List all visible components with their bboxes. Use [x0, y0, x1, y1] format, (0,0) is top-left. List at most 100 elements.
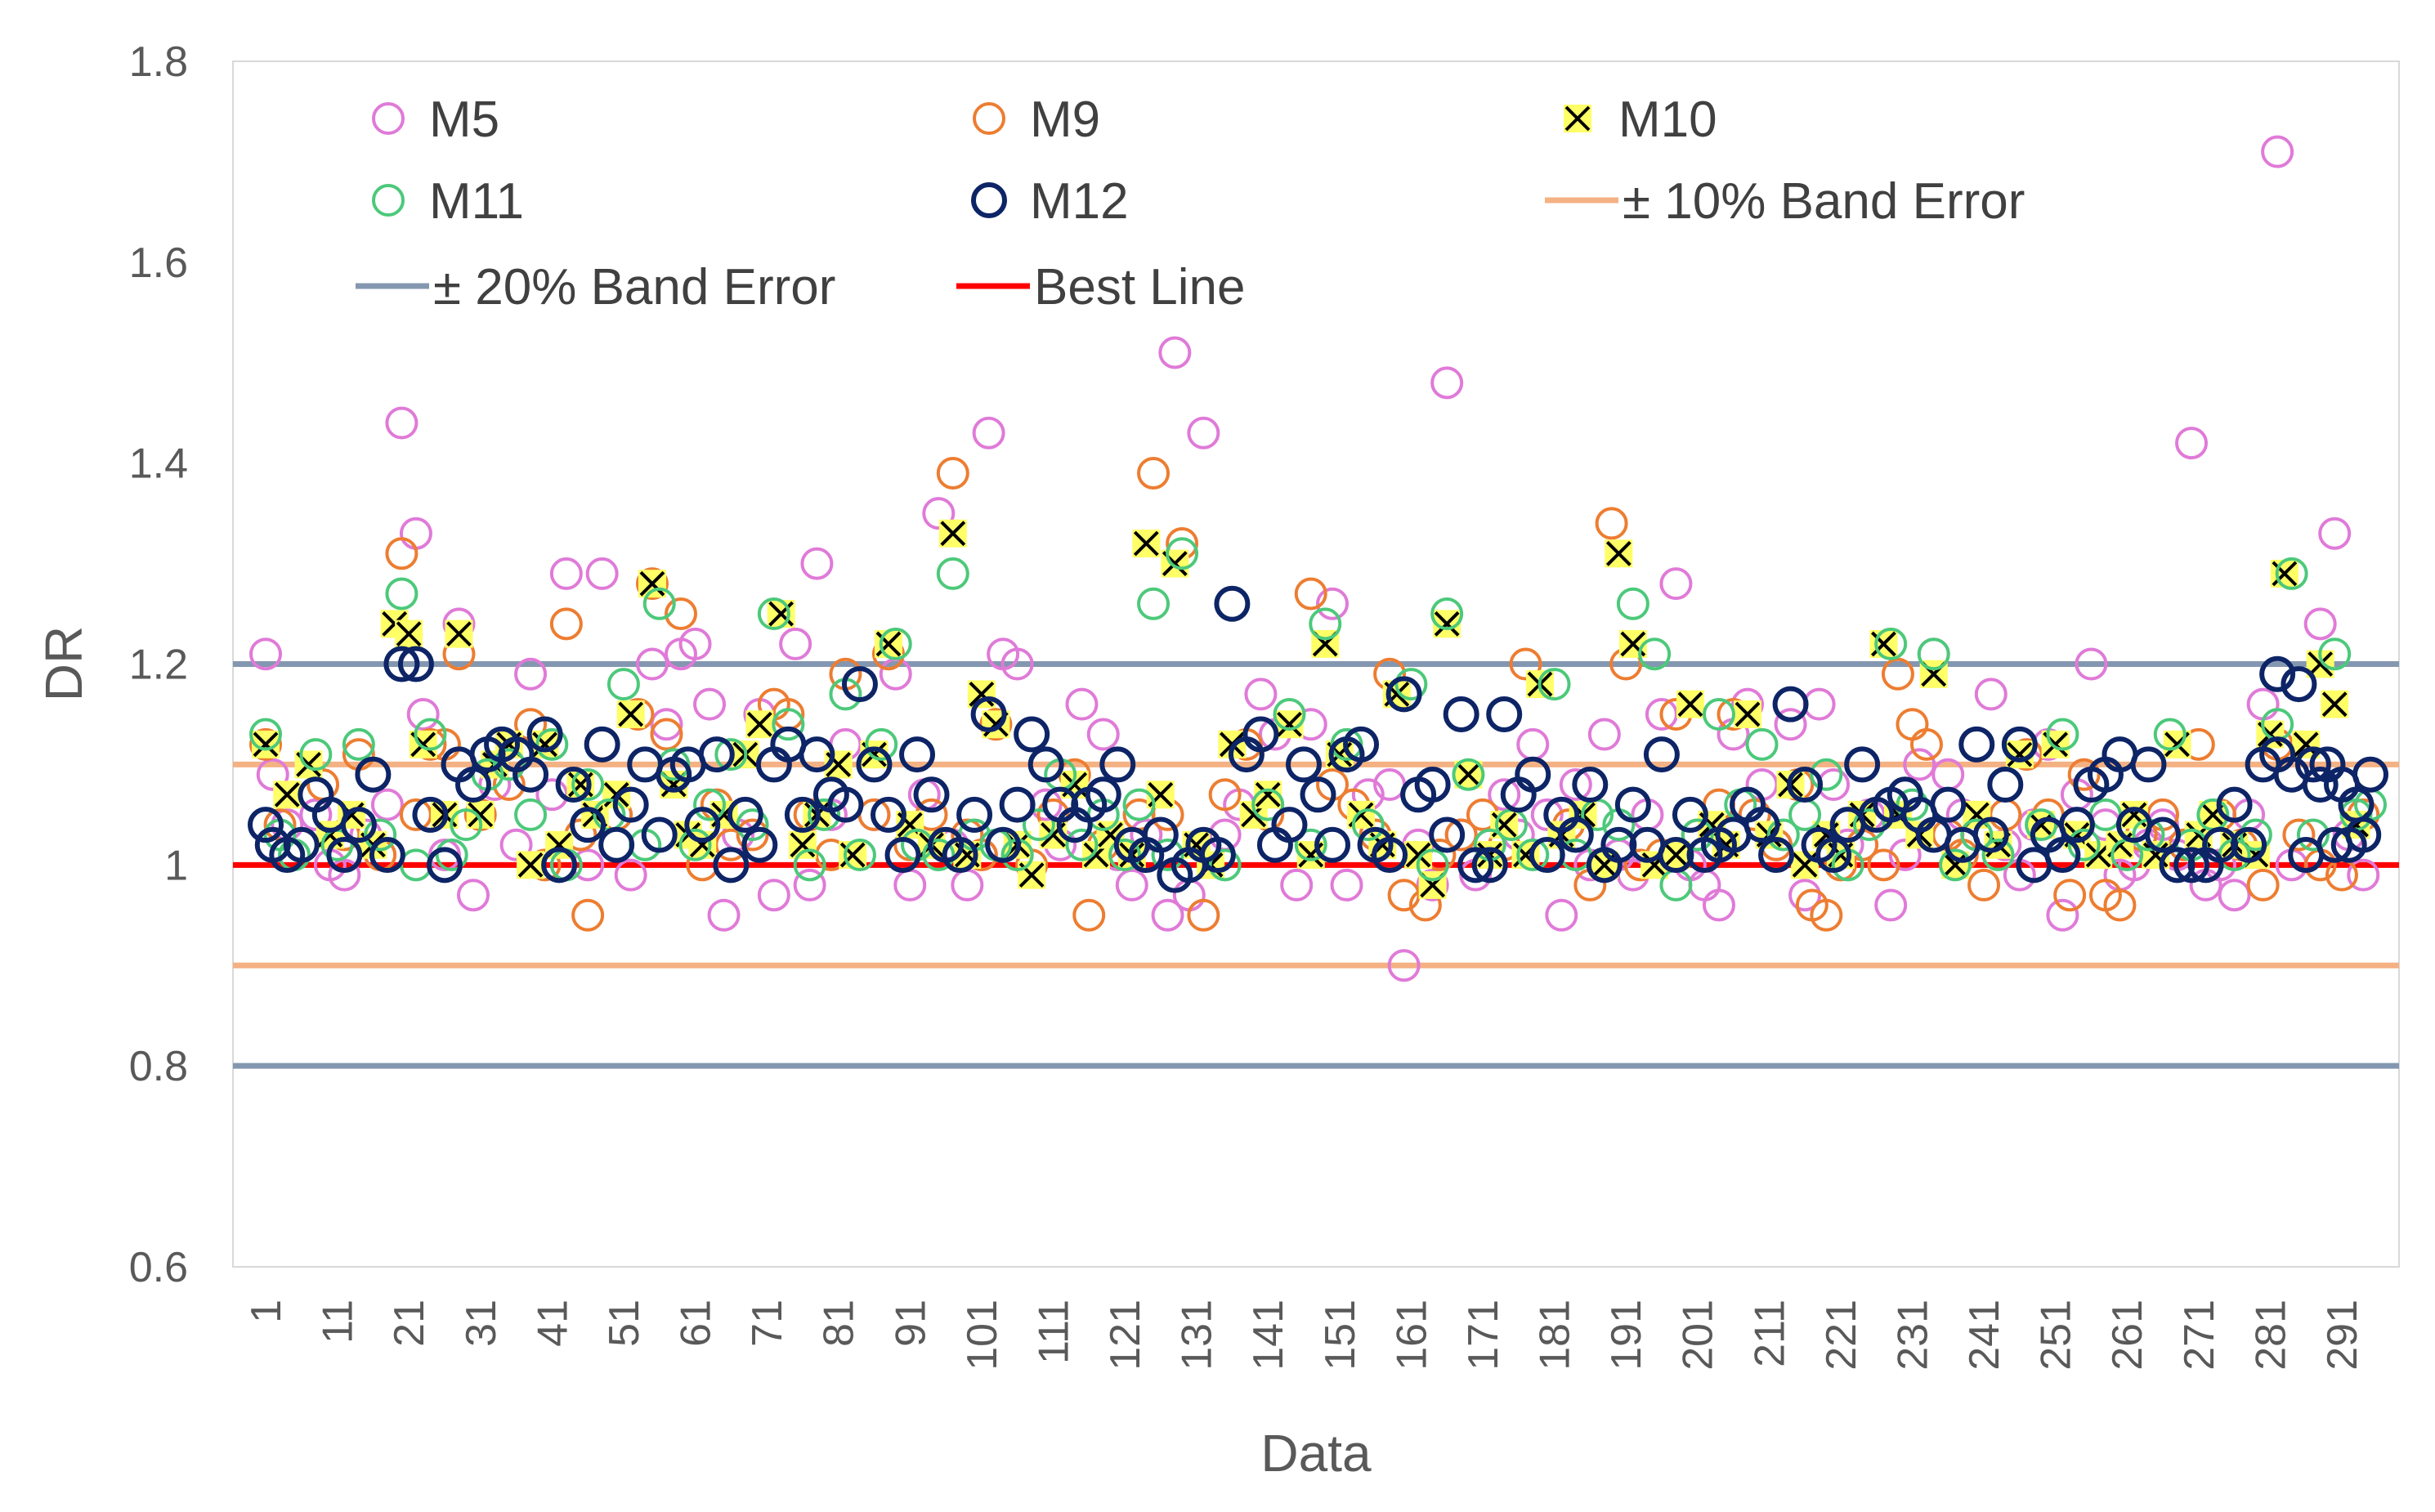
- m11-point: [642, 587, 676, 620]
- m12-point: [1743, 807, 1780, 843]
- m12-point: [942, 837, 978, 874]
- m10-point-x: [1133, 530, 1159, 557]
- m11-point: [607, 668, 640, 701]
- m10-point-x: [618, 701, 644, 727]
- m12-point: [1972, 816, 2009, 853]
- m10-point-x: [639, 570, 665, 597]
- m5-point: [1065, 687, 1099, 721]
- m11-point: [2318, 637, 2352, 671]
- m12-point: [1515, 756, 1551, 793]
- x-tick-label: 31: [458, 1300, 505, 1347]
- m12-point: [412, 796, 449, 833]
- m11-point: [1166, 537, 1199, 570]
- m12-point: [598, 826, 635, 863]
- m12-point: [1343, 726, 1380, 763]
- m5-point: [1645, 697, 1678, 731]
- m10-point-x: [274, 781, 300, 807]
- m11-point: [936, 557, 969, 590]
- m10-point-x: [1255, 781, 1281, 807]
- m12-point: [2338, 786, 2375, 823]
- m10-point-x: [517, 852, 544, 878]
- m10-point-x: [2321, 691, 2348, 718]
- m5-point: [972, 416, 1005, 450]
- m12-point: [2058, 807, 2095, 843]
- m10-point-x: [1456, 762, 1481, 788]
- m11-point: [693, 788, 727, 821]
- x-tick-label: 101: [959, 1300, 1006, 1371]
- m5-point: [1115, 868, 1148, 901]
- m12-point: [1557, 816, 1594, 853]
- m11-point: [843, 839, 876, 872]
- m12-point: [956, 796, 993, 833]
- x-tick-label: 291: [2319, 1300, 2366, 1371]
- m9-point: [399, 798, 432, 831]
- m10-point-x: [746, 711, 772, 737]
- m5-point: [793, 868, 826, 901]
- m12-point: [799, 736, 835, 773]
- x-axis-title: Data: [1260, 1424, 1372, 1483]
- m5-point: [585, 557, 619, 590]
- x-tick-label: 81: [816, 1300, 863, 1347]
- m11-point: [1065, 828, 1099, 861]
- m12-point: [584, 726, 620, 763]
- m5-point: [1086, 718, 1120, 751]
- m11-point: [1273, 697, 1306, 731]
- m12-point: [1787, 767, 1824, 803]
- m10-point-x: [446, 621, 472, 647]
- m12-point: [2145, 816, 2182, 853]
- x-tick-label: 181: [1532, 1300, 1579, 1371]
- m12-point: [1027, 746, 1064, 783]
- y-tick-label: 1.2: [129, 642, 188, 689]
- m12-point: [355, 756, 392, 793]
- m9-point: [1187, 898, 1220, 932]
- x-tick-label: 11: [315, 1300, 362, 1344]
- m9-point: [1208, 778, 1242, 812]
- m10-point-x: [2293, 731, 2319, 758]
- m9-point: [249, 727, 282, 761]
- m5-point: [1974, 678, 2008, 711]
- m5-point: [2261, 135, 2294, 168]
- m9-point: [979, 708, 1013, 741]
- m5-point: [757, 879, 790, 912]
- m9-point: [2282, 818, 2316, 852]
- m12-point: [827, 786, 864, 823]
- m9-point: [571, 898, 605, 932]
- m12-point: [426, 847, 463, 883]
- m11-point: [1394, 668, 1428, 701]
- m5-point: [779, 627, 812, 660]
- m11-point: [1939, 848, 1972, 882]
- m5-point: [1416, 868, 1449, 901]
- m11-point: [2046, 718, 2079, 751]
- m5-point: [707, 898, 741, 932]
- m11-point: [808, 798, 841, 831]
- m5-point: [2318, 517, 2352, 550]
- m12-point: [2231, 826, 2267, 863]
- m5-point: [2303, 607, 2337, 641]
- m12-point: [684, 807, 721, 843]
- m10-point-x: [253, 731, 279, 758]
- m12-point: [1314, 826, 1351, 863]
- m12-point: [884, 837, 921, 874]
- m5-point: [635, 647, 669, 681]
- m10-point-x: [1734, 701, 1761, 727]
- m10-point-x: [1942, 852, 1968, 878]
- m11-point: [736, 808, 769, 842]
- x-tick-label: 251: [2033, 1300, 2080, 1371]
- m11-point: [1702, 697, 1735, 731]
- m9-point: [1294, 577, 1327, 611]
- m11-point: [1430, 597, 1464, 631]
- x-tick-label: 231: [1889, 1300, 1936, 1371]
- legend-label: M5: [429, 92, 499, 148]
- m12-point: [2130, 746, 2167, 783]
- m11-point: [249, 718, 282, 751]
- m12-point: [1372, 837, 1408, 874]
- m12-point: [698, 736, 735, 773]
- m11-point: [2296, 818, 2330, 852]
- m12-point: [1815, 837, 1852, 874]
- m10-point-x: [1663, 842, 1689, 868]
- m11-point: [2275, 557, 2308, 590]
- m9-point: [736, 818, 769, 852]
- m12-point: [1643, 736, 1680, 773]
- m5-point: [549, 557, 583, 590]
